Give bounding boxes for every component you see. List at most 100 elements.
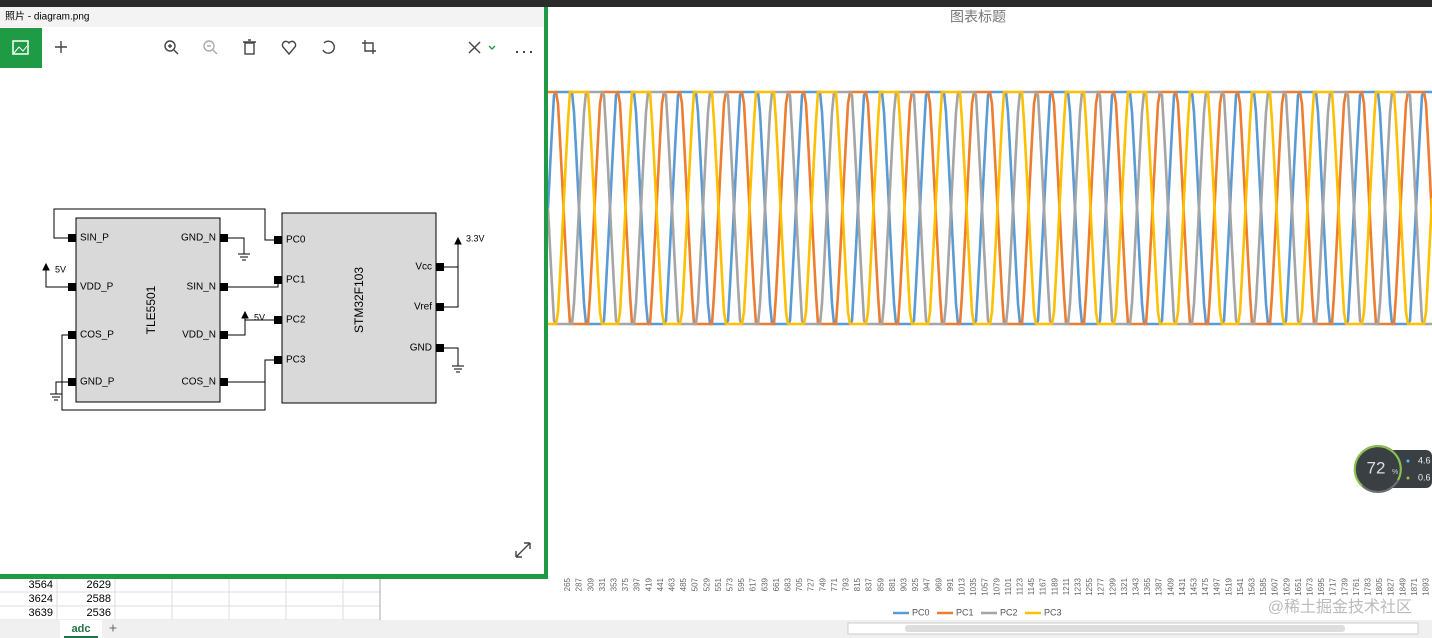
cell: 2629 — [87, 579, 111, 591]
x-tick-label: 1497 — [1213, 577, 1222, 595]
x-tick-label: 1519 — [1224, 577, 1233, 595]
x-tick-label: 1739 — [1340, 577, 1349, 595]
x-tick-label: 1453 — [1190, 577, 1199, 595]
x-tick-label: 771 — [830, 577, 839, 591]
pin-label: VDD_P — [80, 282, 114, 293]
rotate[interactable] — [322, 40, 335, 54]
pin-label: GND — [410, 343, 432, 354]
cell: 3639 — [29, 607, 53, 619]
edit[interactable] — [468, 41, 481, 54]
x-tick-label: 1563 — [1248, 577, 1257, 595]
x-tick-label: 881 — [888, 577, 897, 591]
fullscreen[interactable] — [515, 542, 531, 558]
chart-title: 图表标题 — [950, 9, 1006, 25]
x-tick-label: 837 — [865, 577, 874, 591]
pin — [436, 344, 444, 352]
x-tick-label: 507 — [691, 577, 700, 591]
sheet-tab[interactable] — [60, 620, 102, 638]
pin-label: Vcc — [415, 262, 432, 273]
x-tick-label: 1277 — [1097, 577, 1106, 595]
x-tick-label: 551 — [714, 577, 723, 591]
x-tick-label: 1079 — [992, 577, 1001, 595]
pin-label: COS_P — [80, 330, 114, 341]
cell: 3624 — [29, 593, 53, 605]
x-tick-label: 1321 — [1120, 577, 1129, 595]
pin-label: VDD_N — [182, 330, 216, 341]
pin — [68, 234, 76, 242]
chart: 图表标题 265 287 309 331 353 375 397 419 441 463 485 50… — [546, 9, 1432, 617]
perf-widget[interactable]: 72 % 4.6 0.6 — [1353, 445, 1432, 493]
x-tick-label: 1343 — [1132, 577, 1141, 595]
pin — [274, 276, 282, 284]
power-label: 3.3V — [466, 233, 485, 243]
pin — [436, 263, 444, 271]
cell: 2536 — [87, 607, 111, 619]
pin-label: COS_N — [182, 377, 216, 388]
x-tick-label: 793 — [842, 577, 851, 591]
x-tick-label: 1167 — [1039, 577, 1048, 595]
widget-percent: 72 — [1367, 458, 1386, 477]
x-tick-label: 1607 — [1271, 577, 1280, 595]
chip-name: TLE5501 — [144, 285, 158, 334]
x-tick-label: 1849 — [1398, 577, 1407, 595]
widget-down: 0.6 — [1418, 472, 1431, 482]
legend-label: PC3 — [1044, 607, 1062, 617]
x-tick-label: 595 — [737, 577, 746, 591]
x-tick-label: 683 — [784, 577, 793, 591]
widget-unit: % — [1392, 469, 1398, 476]
window-title: 照片 - diagram.png — [5, 10, 89, 23]
pin-label: SIN_P — [80, 233, 109, 244]
x-tick-label: 331 — [598, 577, 607, 591]
top-bar — [0, 0, 1432, 7]
scroll-thumb[interactable] — [905, 625, 1345, 632]
x-tick-label: 441 — [656, 577, 665, 591]
legend-label: PC2 — [1000, 607, 1018, 617]
waveform — [546, 90, 1432, 326]
x-tick-label: 1409 — [1166, 577, 1175, 595]
x-tick-label: 1365 — [1143, 577, 1152, 595]
crop[interactable] — [362, 40, 376, 54]
x-tick-label: 397 — [633, 577, 642, 591]
x-tick-label: 1145 — [1027, 577, 1036, 595]
favorite[interactable] — [281, 40, 297, 56]
watermark: @稀土掘金技术社区 — [1268, 598, 1412, 616]
x-tick-label: 485 — [679, 577, 688, 591]
sheet-tab-label[interactable]: adc — [72, 623, 91, 635]
power-label: 5V — [254, 312, 265, 322]
x-tick-label: 463 — [668, 577, 677, 591]
x-tick-label: 1387 — [1155, 577, 1164, 595]
zoom-in[interactable] — [164, 40, 179, 55]
x-tick-label: 1189 — [1050, 577, 1059, 595]
x-tick-label: 617 — [749, 577, 758, 591]
x-tick-label: 969 — [934, 577, 943, 591]
x-tick-label: 1013 — [958, 577, 967, 595]
x-tick-label: 1255 — [1085, 577, 1094, 595]
pin-label: Vref — [414, 302, 432, 313]
x-tick-label: 1783 — [1364, 577, 1373, 595]
pin-label: SIN_N — [187, 282, 216, 293]
pin — [68, 283, 76, 291]
x-tick-label: 419 — [644, 577, 653, 591]
pin — [274, 316, 282, 324]
add-button[interactable] — [55, 41, 67, 53]
x-tick-label: 529 — [702, 577, 711, 591]
x-tick-label: 1211 — [1062, 577, 1071, 595]
gallery-button[interactable] — [0, 28, 42, 68]
x-tick-label: 1651 — [1294, 577, 1303, 595]
delete[interactable] — [243, 39, 256, 55]
x-tick-label: 705 — [795, 577, 804, 591]
x-tick-label: 1695 — [1317, 577, 1326, 595]
x-tick-label: 1431 — [1178, 577, 1187, 595]
zoom-out[interactable] — [203, 40, 218, 55]
add-sheet[interactable]: + — [109, 620, 117, 636]
x-tick-label: 991 — [946, 577, 955, 591]
sheet: 3564 2629 3624 2588 3639 2536 adc + — [0, 578, 1432, 638]
edit-menu[interactable] — [488, 45, 496, 50]
x-tick-label: 1475 — [1201, 577, 1210, 595]
waveform — [548, 90, 1432, 326]
pin-label: GND_P — [80, 377, 115, 388]
pin-label: PC0 — [286, 235, 306, 246]
pin — [220, 378, 228, 386]
pin — [220, 331, 228, 339]
